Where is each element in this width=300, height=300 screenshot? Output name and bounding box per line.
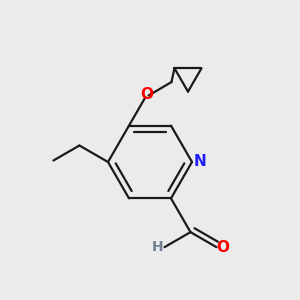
Text: H: H xyxy=(152,240,164,254)
Text: N: N xyxy=(194,154,207,169)
Text: O: O xyxy=(217,240,230,255)
Text: O: O xyxy=(140,86,154,101)
